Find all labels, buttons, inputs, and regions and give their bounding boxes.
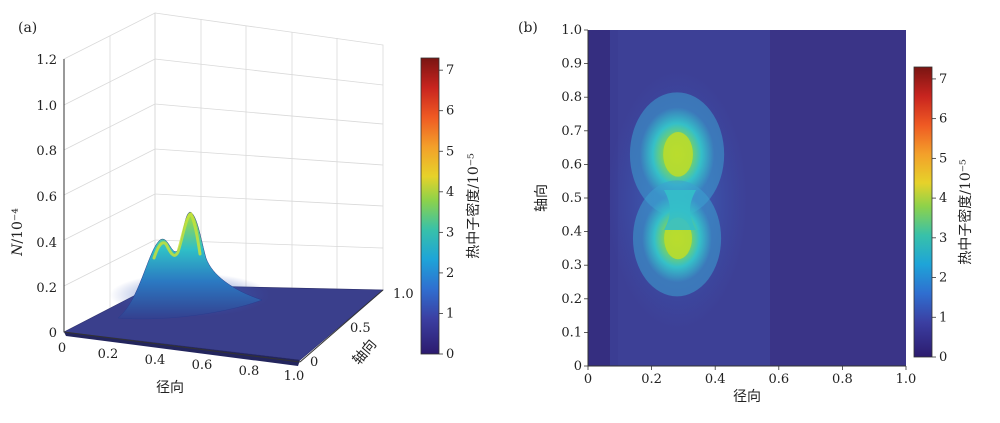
panel-a-label: (a) xyxy=(18,20,37,36)
x-tick: 0.4 xyxy=(145,353,166,368)
colorbar-b-ticks: 0 1 2 3 4 5 6 7 xyxy=(932,72,947,365)
panel-a-x-ticks: 0 0.2 0.4 0.6 0.8 1.0 xyxy=(58,341,304,384)
y-tick: 0.5 xyxy=(350,321,371,336)
colorbar-tick-label: 2 xyxy=(446,266,454,281)
heatmap-hotspots xyxy=(629,92,725,297)
z-tick: 1.0 xyxy=(36,99,57,114)
heatmap-y-label: 轴向 xyxy=(534,184,550,212)
colorbar-tick-label: 3 xyxy=(446,225,454,240)
y-tick: 0 xyxy=(310,355,318,370)
x-axis-label: 径向 xyxy=(156,380,184,396)
colorbar-tick-label: 6 xyxy=(446,104,454,119)
colorbar-tick-label: 1 xyxy=(446,306,454,321)
heatmap-y-ticks: 0 0.1 0.2 0.3 0.4 0.5 0.6 0.7 0.8 0.9 1.0 xyxy=(561,23,588,374)
colorbar-tick-label: 4 xyxy=(446,185,454,200)
colorbar-tick-label: 6 xyxy=(939,112,947,127)
z-tick: 0.4 xyxy=(36,236,57,251)
colorbar-tick-label: 3 xyxy=(939,231,947,246)
surface-base-shade xyxy=(64,332,300,366)
heatmap-x-tick-label: 0.2 xyxy=(641,372,662,387)
z-tick: 0.6 xyxy=(36,190,57,205)
colorbar-tick-label: 0 xyxy=(939,350,947,365)
z-axis-label: N/10⁻⁴ xyxy=(10,208,26,257)
heatmap-y-tick-label: 0.6 xyxy=(561,157,582,172)
heatmap-y-tick-label: 0.9 xyxy=(561,57,582,72)
colorbar-tick-label: 5 xyxy=(939,151,947,166)
colorbar-tick-label: 4 xyxy=(939,191,947,206)
panel-b-label: (b) xyxy=(518,20,538,36)
z-tick: 0.2 xyxy=(36,281,57,296)
panel-b-heatmap: (b) 0 0.2 0.4 0.6 0.8 1.0 0 0.1 0.2 0.3 0.4 0.5 0.6… xyxy=(518,20,974,405)
surface-peak xyxy=(117,211,263,320)
y-axis-label: 轴向 xyxy=(350,337,380,369)
heatmap-neck xyxy=(664,190,696,230)
z-tick: 0.8 xyxy=(36,144,57,159)
colorbar-tick-label: 0 xyxy=(446,347,454,362)
panel-a-surface: (a) xyxy=(10,12,482,396)
colorbar-b-label: 热中子密度/10⁻⁵ xyxy=(957,159,974,265)
colorbar-a-label: 热中子密度/10⁻⁵ xyxy=(465,153,482,259)
surface-peak-highlight xyxy=(152,212,202,260)
heatmap-y-tick-label: 0.3 xyxy=(561,258,582,273)
colorbar-b xyxy=(913,66,933,358)
colorbar-tick-label: 7 xyxy=(939,72,947,87)
colorbar-a-ticks: 0 1 2 3 4 5 6 7 xyxy=(439,63,454,362)
y-axis-line xyxy=(299,289,384,363)
heatmap-y-tick-label: 0.4 xyxy=(561,225,582,240)
heatmap-x-ticks: 0 0.2 0.4 0.6 0.8 1.0 xyxy=(584,366,916,387)
hotspot-core xyxy=(663,132,693,177)
heatmap-x-tick-label: 0 xyxy=(584,372,592,387)
colorbar-a xyxy=(420,57,440,355)
x-tick: 0.6 xyxy=(192,358,213,373)
z-tick: 0 xyxy=(49,326,57,341)
y-tick: 1.0 xyxy=(393,287,414,302)
heatmap-y-tick-label: 0.7 xyxy=(561,124,582,139)
heatmap-x-label: 径向 xyxy=(733,389,761,405)
colorbar-tick-label: 5 xyxy=(446,144,454,159)
colorbar-tick-label: 1 xyxy=(939,310,947,325)
heatmap-x-tick-label: 1.0 xyxy=(896,372,917,387)
z-tick: 1.2 xyxy=(36,53,57,68)
heatmap-y-tick-label: 0.5 xyxy=(561,191,582,206)
colorbar-tick-label: 2 xyxy=(939,271,947,286)
heatmap-x-tick-label: 0.4 xyxy=(705,372,726,387)
x-axis-line xyxy=(63,331,301,363)
heatmap-x-tick-label: 0.6 xyxy=(768,372,789,387)
heatmap-x-tick-label: 0.8 xyxy=(832,372,853,387)
x-tick: 0.8 xyxy=(239,364,260,379)
colorbar-tick-label: 7 xyxy=(446,63,454,78)
heatmap-y-tick-label: 0.2 xyxy=(561,292,582,307)
heatmap-y-tick-label: 0 xyxy=(574,359,582,374)
heatmap-y-tick-label: 0.8 xyxy=(561,90,582,105)
panel-a-z-ticks: 0 0.2 0.4 0.6 0.8 1.0 1.2 xyxy=(36,53,57,341)
heatmap-y-tick-label: 0.1 xyxy=(561,325,582,340)
heatmap-y-tick-label: 1.0 xyxy=(561,23,582,38)
x-tick: 1.0 xyxy=(284,369,305,384)
x-tick: 0.2 xyxy=(98,347,119,362)
x-tick: 0 xyxy=(58,341,66,356)
panel-a-y-ticks: 0 0.5 1.0 xyxy=(310,287,414,370)
